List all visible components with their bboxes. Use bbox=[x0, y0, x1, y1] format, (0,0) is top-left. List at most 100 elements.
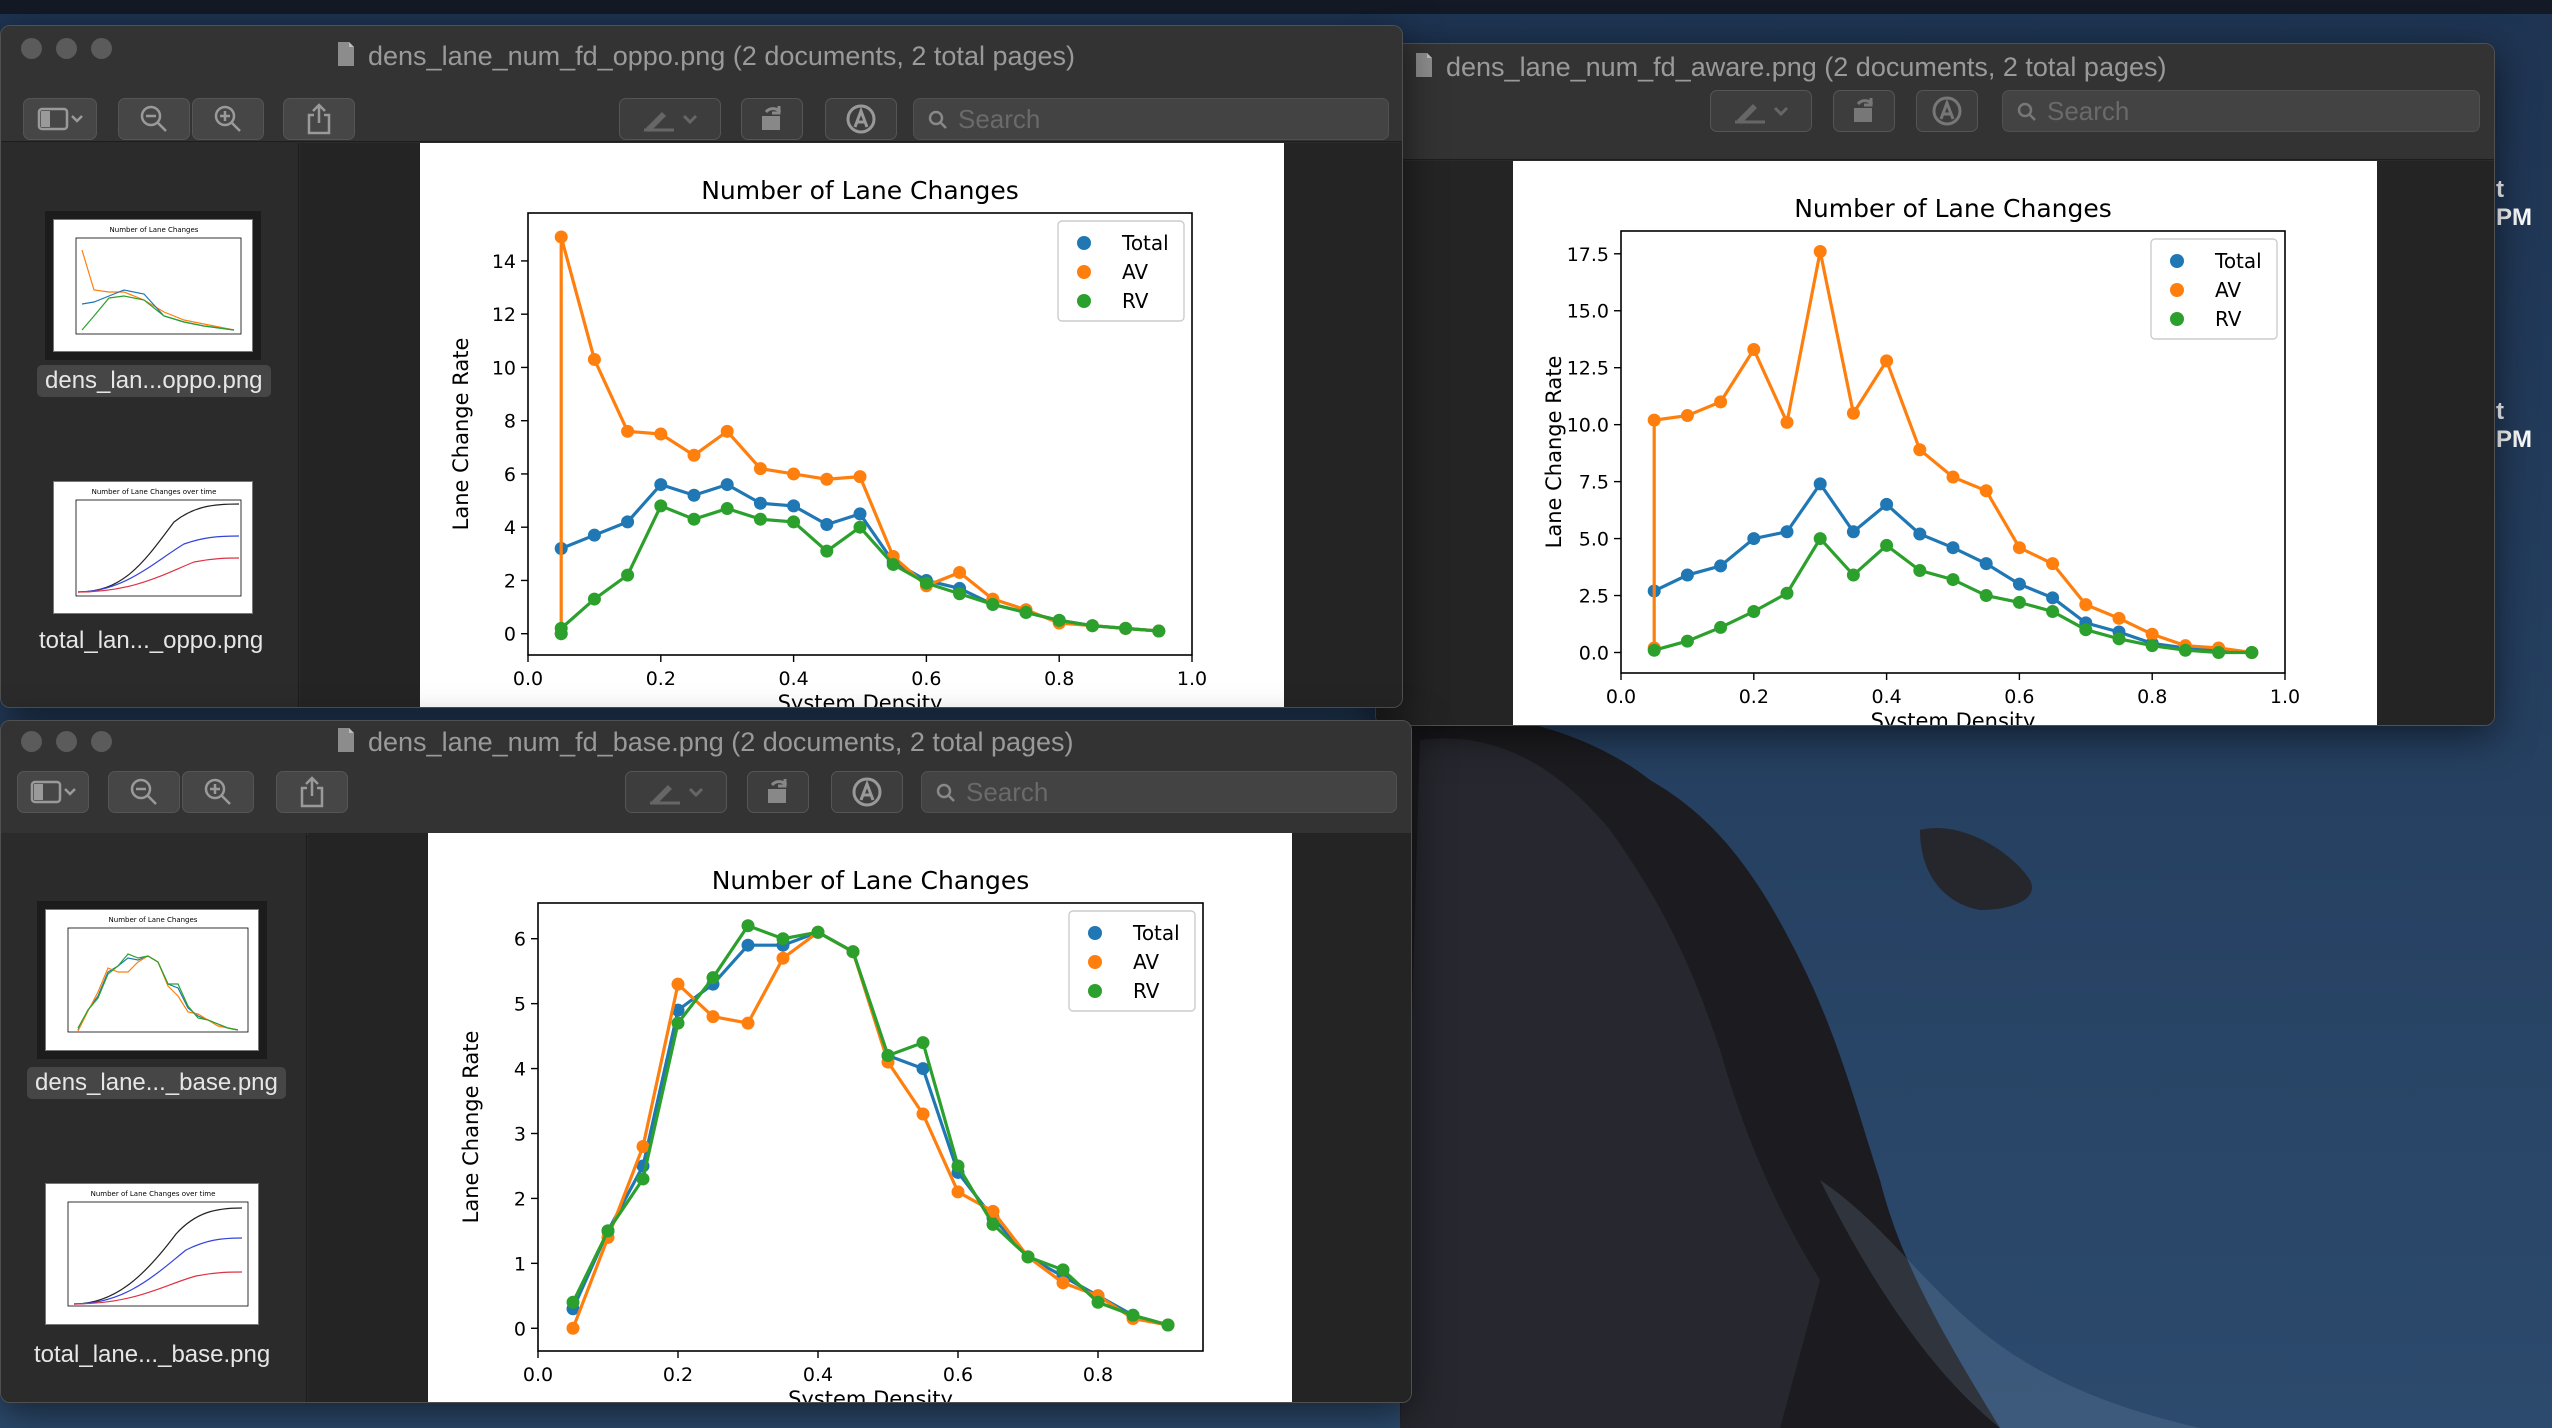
y-tick-label: 1 bbox=[514, 1253, 526, 1275]
share-button[interactable] bbox=[276, 771, 348, 813]
y-tick-label: 12 bbox=[492, 304, 516, 326]
markup-icon bbox=[1735, 104, 1789, 124]
y-tick-label: 6 bbox=[504, 464, 516, 486]
search-input[interactable] bbox=[966, 772, 1390, 812]
search-field[interactable] bbox=[913, 98, 1389, 140]
window-controls[interactable] bbox=[21, 731, 126, 757]
document-view[interactable]: Number of Lane Changes 0.0 0.2 0.4 0.6 0.8 1.0… bbox=[1376, 161, 2494, 725]
data-point bbox=[706, 1010, 720, 1024]
rotate-button[interactable] bbox=[741, 98, 803, 140]
y-tick-label: 0 bbox=[514, 1318, 526, 1340]
zoom-in-button[interactable] bbox=[182, 771, 254, 813]
thumbnail-label[interactable]: total_lane..._base.png bbox=[34, 1341, 271, 1368]
data-point bbox=[1052, 613, 1066, 627]
zoom-in-icon bbox=[204, 778, 231, 805]
preview-window-oppo[interactable]: dens_lane_num_fd_oppo.png (2 documents, … bbox=[0, 25, 1403, 708]
zoom-out-button[interactable] bbox=[108, 771, 180, 813]
data-point bbox=[1913, 443, 1927, 457]
window-controls[interactable] bbox=[21, 38, 126, 64]
data-point bbox=[916, 1036, 930, 1050]
thumbnail-sidebar[interactable]: Number of Lane Changes dens_lan...oppo.p… bbox=[1, 143, 299, 707]
search-field[interactable] bbox=[2002, 90, 2480, 132]
y-tick-label: 2.5 bbox=[1579, 586, 1609, 608]
svg-text:Number of Lane Changes: Number of Lane Changes bbox=[109, 916, 198, 924]
legend-marker bbox=[2170, 254, 2184, 268]
x-tick-label: 0.2 bbox=[646, 668, 676, 690]
markup-button[interactable] bbox=[1710, 90, 1812, 132]
data-point bbox=[1880, 497, 1894, 511]
y-tick-label: 5 bbox=[514, 994, 526, 1016]
data-point bbox=[654, 499, 668, 513]
data-point bbox=[636, 1139, 650, 1153]
search-field[interactable] bbox=[921, 771, 1397, 813]
annotate-button[interactable] bbox=[825, 98, 897, 140]
legend-marker bbox=[1088, 926, 1102, 940]
thumbnail-density-chart[interactable]: Number of Lane Changes bbox=[37, 901, 267, 1059]
thumbnail-label[interactable]: dens_lane..._base.png bbox=[27, 1067, 286, 1099]
markup-button[interactable] bbox=[625, 771, 727, 813]
data-point bbox=[741, 938, 755, 952]
data-point bbox=[820, 472, 834, 486]
data-point bbox=[1091, 1295, 1105, 1309]
thumbnail-density-chart[interactable]: Number of Lane Changes bbox=[45, 211, 261, 360]
data-point bbox=[1056, 1276, 1070, 1290]
minimize-button[interactable] bbox=[56, 731, 77, 752]
window-titlebar[interactable]: dens_lane_num_fd_aware.png (2 documents,… bbox=[1376, 44, 2494, 160]
data-point bbox=[2145, 627, 2159, 641]
data-point bbox=[951, 1159, 965, 1173]
data-point bbox=[916, 1062, 930, 1076]
search-input[interactable] bbox=[958, 99, 1382, 139]
x-tick-label: 1.0 bbox=[1177, 668, 1207, 690]
x-tick-label: 0.6 bbox=[911, 668, 941, 690]
sidebar-toggle-button[interactable] bbox=[23, 98, 97, 140]
thumbnail-label[interactable]: total_lan..._oppo.png bbox=[39, 627, 264, 654]
y-tick-label: 4 bbox=[514, 1059, 526, 1081]
data-point bbox=[953, 587, 967, 601]
data-point bbox=[1747, 342, 1761, 356]
y-tick-label: 2 bbox=[504, 570, 516, 592]
thumbnail-total-chart[interactable]: Number of Lane Changes over time bbox=[53, 481, 253, 614]
window-title: dens_lane_num_fd_base.png (2 documents, … bbox=[336, 725, 1074, 759]
window-titlebar[interactable]: dens_lane_num_fd_oppo.png (2 documents, … bbox=[1, 26, 1402, 142]
annotate-button[interactable] bbox=[831, 771, 903, 813]
document-view[interactable]: Number of Lane Changes 0.0 0.2 0.4 0.6 0.8 1.0… bbox=[300, 143, 1402, 707]
rotate-button[interactable] bbox=[747, 771, 809, 813]
share-button[interactable] bbox=[283, 98, 355, 140]
zoom-button[interactable] bbox=[91, 38, 112, 59]
annotate-button[interactable] bbox=[1916, 90, 1978, 132]
x-tick-label: 0.0 bbox=[1606, 686, 1636, 708]
minimize-button[interactable] bbox=[56, 38, 77, 59]
markup-icon bbox=[644, 112, 698, 132]
search-input[interactable] bbox=[2047, 91, 2473, 131]
data-point bbox=[1152, 624, 1166, 638]
rotate-button[interactable] bbox=[1833, 90, 1895, 132]
legend-marker bbox=[1077, 294, 1091, 308]
zoom-out-button[interactable] bbox=[118, 98, 190, 140]
series-line-total bbox=[1653, 481, 2252, 655]
y-tick-label: 17.5 bbox=[1567, 244, 1609, 266]
y-tick-label: 6 bbox=[514, 929, 526, 951]
markup-button[interactable] bbox=[619, 98, 721, 140]
x-tick-label: 0.8 bbox=[1044, 668, 1074, 690]
preview-window-base[interactable]: dens_lane_num_fd_base.png (2 documents, … bbox=[0, 720, 1412, 1403]
data-point bbox=[621, 515, 635, 529]
sidebar-toggle-button[interactable] bbox=[17, 771, 89, 813]
y-axis-label: Lane Change Rate bbox=[449, 338, 473, 531]
thumbnail-sidebar[interactable]: Number of Lane Changes dens_lane..._base… bbox=[1, 833, 307, 1402]
document-view[interactable]: Number of Lane Changes 0.0 0.2 0.4 0.6 0.8 0 1 2… bbox=[308, 833, 1411, 1402]
preview-window-aware[interactable]: dens_lane_num_fd_aware.png (2 documents,… bbox=[1375, 43, 2495, 726]
series-line-rv bbox=[1653, 535, 2252, 655]
close-button[interactable] bbox=[21, 731, 42, 752]
data-point bbox=[1780, 586, 1794, 600]
close-button[interactable] bbox=[21, 38, 42, 59]
zoom-in-button[interactable] bbox=[192, 98, 264, 140]
window-titlebar[interactable]: dens_lane_num_fd_base.png (2 documents, … bbox=[1, 721, 1411, 837]
data-point bbox=[587, 528, 601, 542]
thumbnail-total-chart[interactable]: Number of Lane Changes over time bbox=[45, 1183, 259, 1325]
series-line-rv bbox=[571, 923, 1169, 1327]
zoom-button[interactable] bbox=[91, 731, 112, 752]
menu-bar bbox=[0, 0, 2552, 14]
zoom-in-icon bbox=[214, 105, 241, 132]
thumbnail-label[interactable]: dens_lan...oppo.png bbox=[37, 365, 271, 397]
data-point bbox=[1714, 395, 1728, 409]
